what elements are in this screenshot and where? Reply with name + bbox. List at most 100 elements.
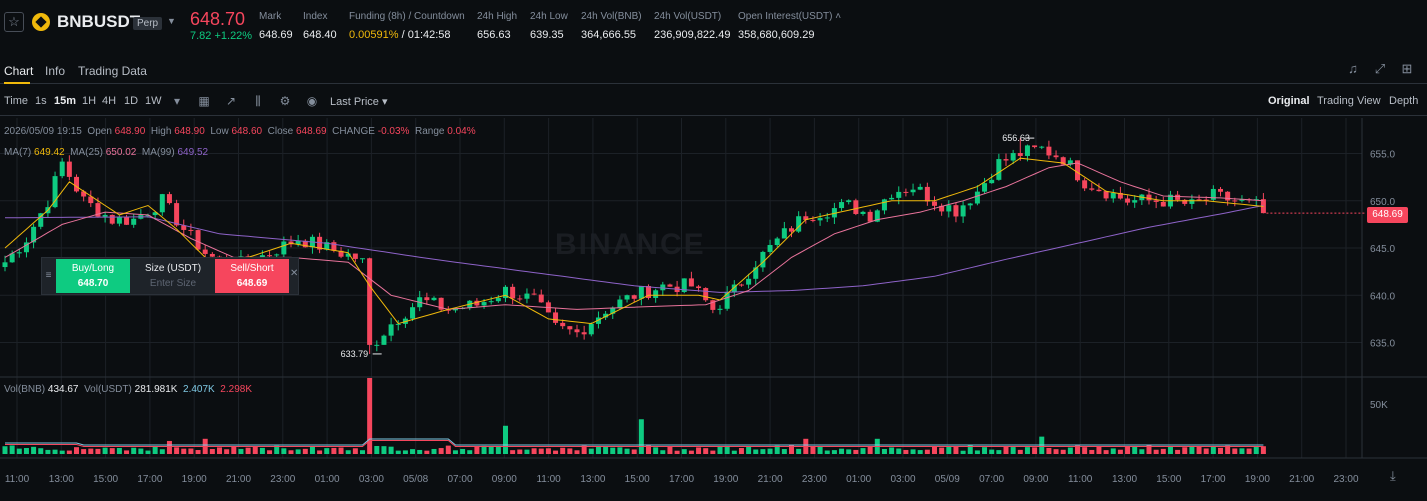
candle-body	[510, 286, 516, 299]
interval-time[interactable]: Time	[4, 95, 29, 107]
candle-body	[667, 284, 673, 287]
volume-bar	[238, 448, 244, 454]
volume-bar	[231, 446, 237, 454]
candle-body	[52, 176, 58, 208]
candle-body	[95, 203, 101, 217]
volume-bar	[1082, 447, 1088, 454]
volume-bar	[288, 450, 294, 454]
candle-body	[267, 255, 273, 257]
candle-body	[760, 251, 766, 268]
volume-bar	[553, 450, 559, 454]
tab-chart[interactable]: Chart	[4, 64, 34, 78]
candle-body	[567, 326, 573, 330]
candle-body	[474, 300, 480, 306]
candle-body	[653, 290, 659, 298]
volume-bar	[810, 446, 816, 454]
candle-type-icon[interactable]: ⫼	[255, 94, 261, 108]
candle-body	[889, 197, 895, 200]
interval-1d[interactable]: 1D	[124, 95, 139, 107]
volume-bar	[545, 448, 551, 454]
interval-1w[interactable]: 1W	[145, 95, 162, 107]
volume-bar	[610, 447, 616, 454]
candle-body	[1017, 153, 1023, 156]
volume-bar	[924, 449, 930, 454]
close-icon[interactable]: ✕	[290, 268, 299, 279]
volume-bar	[896, 448, 902, 454]
price-change: 7.82 +1.22%	[190, 30, 253, 42]
volume-bar	[1160, 448, 1166, 454]
view-depth[interactable]: Depth	[1389, 95, 1419, 107]
time-tick-label: 07:00	[979, 474, 1004, 485]
calendar-icon[interactable]: ▦	[198, 94, 210, 108]
drag-handle-icon[interactable]: ≡	[45, 270, 52, 281]
volume-bar	[724, 445, 730, 454]
time-tick-label: 11:00	[5, 474, 30, 485]
tab-info[interactable]: Info	[45, 64, 66, 78]
layout-grid-icon[interactable]: ⊞	[1401, 61, 1413, 76]
volume-bar	[588, 448, 594, 454]
volume-bar	[774, 445, 780, 454]
volume-bar	[2, 446, 8, 454]
candle-body	[1096, 189, 1102, 192]
candle-body	[1089, 188, 1095, 190]
volume-bar	[846, 449, 852, 454]
candle-body	[746, 278, 752, 285]
candle-body	[631, 295, 637, 299]
candle-body	[996, 159, 1002, 180]
scale-reset-icon[interactable]: ⤓	[1390, 469, 1396, 484]
interval-1h[interactable]: 1H	[82, 95, 97, 107]
price-tick-label: 645.0	[1370, 244, 1395, 255]
size-input[interactable]: Size (USDT) Enter Size	[144, 263, 202, 289]
candle-body	[960, 205, 966, 217]
volume-bar	[131, 447, 137, 454]
volume-bar	[1075, 445, 1080, 454]
volume-bar	[824, 450, 830, 454]
price-source-icon[interactable]: ◉	[306, 94, 318, 108]
candle-body	[1232, 200, 1238, 202]
candle-body	[102, 214, 108, 217]
buy-long-button[interactable]: Buy/Long 648.70	[56, 259, 130, 293]
more-intervals-icon[interactable]: ▾	[173, 94, 181, 108]
candle-body	[696, 286, 702, 289]
chart-area[interactable]: BINANCE 655.0 650.0 645.0 640.0 635.0 11:00 13…	[0, 118, 1427, 501]
candle-body	[789, 228, 794, 232]
volume-bar	[267, 450, 273, 454]
legend-ma7: 649.42	[34, 147, 65, 158]
volume-bar	[1232, 448, 1238, 454]
volume-bar	[781, 449, 787, 454]
interval-1s[interactable]: 1s	[35, 95, 47, 107]
stat-mark: Mark 648.69	[259, 11, 293, 41]
open-interest-info-icon[interactable]: ˄	[835, 11, 842, 22]
volume-bar	[1253, 446, 1259, 454]
volume-bar	[474, 446, 480, 454]
volume-bar	[617, 447, 623, 454]
volume-bar	[381, 446, 387, 454]
volume-bar	[1203, 448, 1209, 454]
settings-icon[interactable]: ⚙	[279, 94, 291, 108]
interval-4h[interactable]: 4H	[102, 95, 117, 107]
symbol-dropdown-icon[interactable]: ▼	[167, 16, 176, 26]
candle-body	[202, 249, 208, 254]
candlestick-chart[interactable]: 655.0 650.0 645.0 640.0 635.0 11:00 13:00 15:00…	[0, 118, 1427, 501]
tab-trading-data[interactable]: Trading Data	[78, 64, 147, 78]
volume-bar	[989, 449, 995, 454]
view-trading-view[interactable]: Trading View	[1317, 95, 1381, 107]
volume-bar	[1196, 446, 1202, 454]
price-type-select[interactable]: Last Price ▾	[330, 96, 388, 108]
indicators-icon[interactable]: ↗	[225, 94, 237, 108]
view-original[interactable]: Original	[1268, 95, 1310, 107]
sell-short-button[interactable]: Sell/Short 648.69	[215, 259, 289, 293]
alert-bell-icon[interactable]: ♫	[1348, 61, 1358, 76]
volume-bar	[946, 446, 952, 454]
volume-bar	[674, 450, 680, 454]
candle-body	[660, 284, 666, 291]
time-tick-label: 03:00	[359, 474, 384, 485]
time-tick-label: 01:00	[846, 474, 871, 485]
candle-body	[1182, 199, 1188, 204]
candle-body	[853, 200, 859, 214]
favorite-star-icon[interactable]: ☆	[4, 12, 24, 32]
interval-15m[interactable]: 15m	[54, 95, 77, 107]
fullscreen-icon[interactable]: ⤢	[1374, 61, 1386, 76]
symbol-name[interactable]: BNBUSDT	[57, 12, 141, 31]
time-tick-label: 17:00	[669, 474, 694, 485]
